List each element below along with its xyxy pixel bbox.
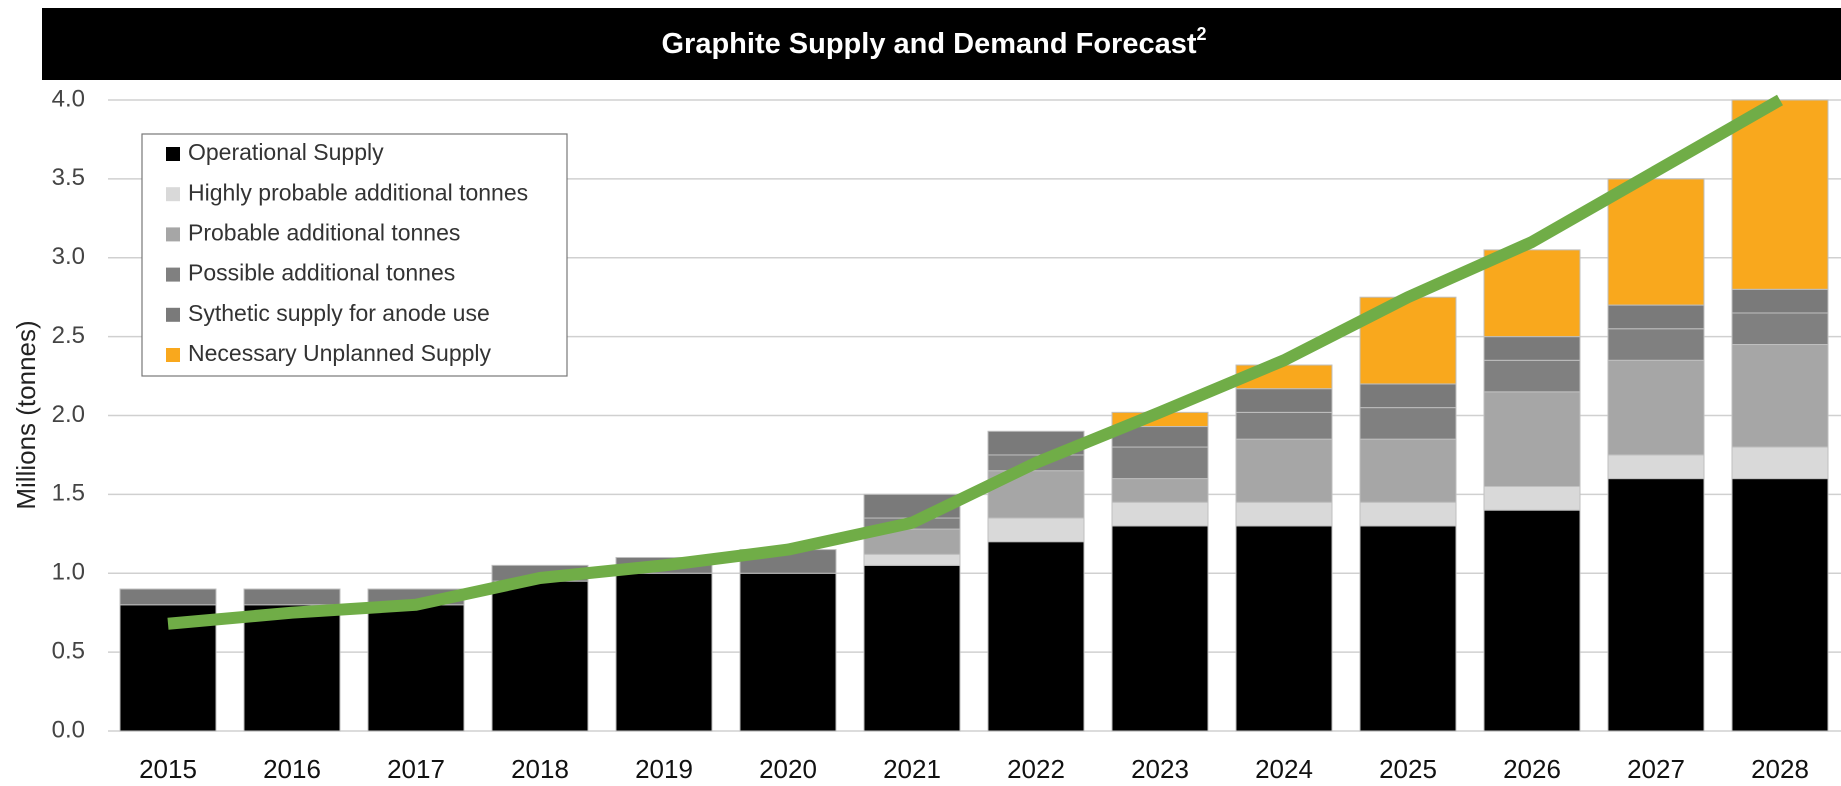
bar-segment — [739, 572, 837, 732]
bar-segment — [1731, 288, 1829, 314]
bar-segment — [1359, 501, 1457, 527]
bar-segment — [1483, 249, 1581, 338]
bar-segment — [1235, 525, 1333, 732]
bar-segment — [1483, 485, 1581, 511]
legend-swatch — [166, 307, 180, 322]
title-bar — [42, 8, 1841, 80]
bar-segment — [1111, 478, 1209, 503]
x-tick-label: 2023 — [1131, 754, 1189, 784]
y-axis-label: Millions (tonnes) — [11, 320, 41, 509]
y-tick-label: 4.0 — [52, 85, 85, 112]
bar-segment — [1483, 336, 1581, 361]
bar-segment — [119, 588, 217, 606]
x-tick-label: 2026 — [1503, 754, 1561, 784]
y-tick-label: 0.5 — [52, 637, 85, 664]
legend-swatch — [166, 187, 180, 202]
x-tick-label: 2025 — [1379, 754, 1437, 784]
y-tick-label: 1.0 — [52, 559, 85, 586]
bar-segment — [243, 604, 341, 732]
x-tick-label: 2015 — [139, 754, 197, 784]
y-tick-label: 2.0 — [52, 401, 85, 428]
bar-segment — [367, 604, 465, 732]
bar-segment — [1607, 454, 1705, 480]
legend-label: Operational Supply — [188, 139, 384, 165]
x-tick-label: 2016 — [263, 754, 321, 784]
bar-segment — [987, 541, 1085, 732]
bar-segment — [1607, 304, 1705, 330]
legend-label: Possible additional tonnes — [188, 260, 455, 286]
legend-label: Sythetic supply for anode use — [188, 300, 490, 326]
x-tick-label: 2027 — [1627, 754, 1685, 784]
bar-segment — [1731, 478, 1829, 732]
legend-swatch — [166, 348, 180, 362]
x-tick-label: 2024 — [1255, 754, 1313, 784]
y-tick-label: 3.5 — [52, 164, 85, 191]
x-tick-label: 2019 — [635, 754, 693, 784]
y-tick-label: 0.0 — [52, 716, 85, 743]
bar-segment — [1731, 344, 1829, 448]
bar-segment — [1235, 411, 1333, 440]
bar-segment — [1607, 478, 1705, 732]
bar-segment — [863, 564, 961, 732]
bar-segment — [1483, 359, 1581, 393]
x-tick-label: 2028 — [1751, 754, 1809, 784]
bar-segment — [1111, 525, 1209, 732]
bar-segment — [1359, 438, 1457, 503]
legend-label: Highly probable additional tonnes — [188, 179, 528, 205]
legend-label: Probable additional tonnes — [188, 219, 460, 245]
bar-segment — [615, 572, 713, 732]
bar-segment — [1235, 438, 1333, 503]
bar-segment — [1607, 178, 1705, 306]
x-tick-label: 2018 — [511, 754, 569, 784]
title-note: 2 — [1196, 24, 1206, 44]
title-text: Graphite Supply and Demand Forecast — [661, 28, 1196, 60]
bar-segment — [1607, 359, 1705, 456]
bar-segment — [1483, 391, 1581, 487]
x-tick-label: 2017 — [387, 754, 445, 784]
x-tick-label: 2020 — [759, 754, 817, 784]
bar-segment — [1235, 501, 1333, 527]
legend-box — [141, 133, 568, 377]
bar-segment — [1731, 312, 1829, 346]
bar-segment — [1359, 525, 1457, 732]
bar-segment — [243, 588, 341, 606]
legend-swatch — [166, 147, 180, 161]
bar-segment — [491, 580, 589, 732]
x-tick-label: 2022 — [1007, 754, 1065, 784]
legend-swatch — [166, 227, 180, 242]
bar-segment — [1111, 446, 1209, 480]
bar-segment — [1111, 501, 1209, 527]
chart-title: Graphite Supply and Demand Forecast2 — [661, 24, 1206, 60]
y-tick-label: 2.5 — [52, 322, 85, 349]
legend-swatch — [166, 267, 180, 282]
bar-segment — [1731, 446, 1829, 480]
bar-segment — [1235, 388, 1333, 413]
bar-segment — [1359, 407, 1457, 440]
bar-segment — [987, 517, 1085, 543]
bar-segment — [863, 553, 961, 566]
bar-segment — [1359, 383, 1457, 409]
legend-label: Necessary Unplanned Supply — [188, 340, 492, 366]
bar-segment — [1483, 509, 1581, 732]
y-tick-label: 1.5 — [52, 480, 85, 507]
y-tick-label: 3.0 — [52, 243, 85, 270]
x-tick-label: 2021 — [883, 754, 941, 784]
bar-segment — [1731, 99, 1829, 290]
bar-segment — [1607, 328, 1705, 361]
demand-line — [167, 94, 1783, 630]
